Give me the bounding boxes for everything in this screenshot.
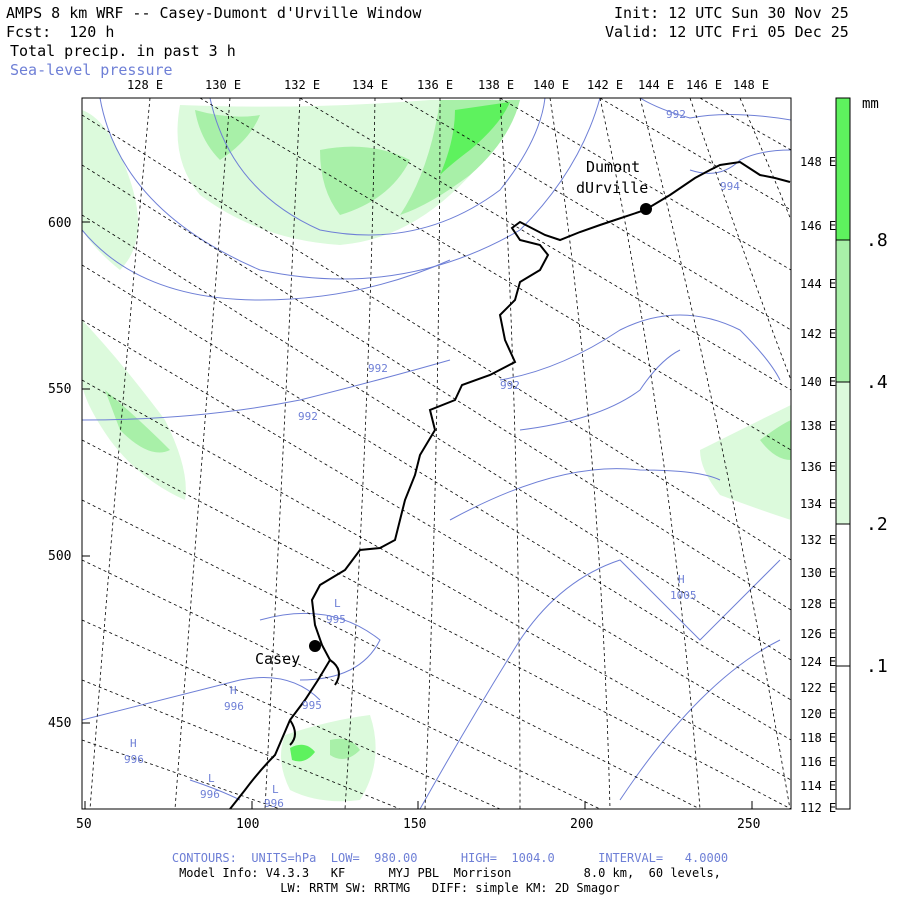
station-name: dUrville	[576, 179, 648, 197]
colorbar-segment-light	[836, 382, 850, 524]
map-title: AMPS 8 km WRF -- Casey-Dumont d'Urville …	[6, 4, 422, 22]
station-dumont-durville: Dumont dUrville	[576, 158, 652, 215]
bottom-axis-labels: 50 100 150 200 250	[76, 817, 760, 832]
pressure-label: 992	[368, 362, 388, 375]
top-lon-label: 128 E	[127, 78, 163, 92]
plot-frame	[81, 97, 792, 810]
top-lon-label: 146 E	[686, 78, 722, 92]
pressure-label: H	[678, 573, 685, 586]
top-lon-label: 134 E	[352, 78, 388, 92]
right-lon-label: 142 E	[800, 327, 836, 341]
physics-info: LW: RRTM SW: RRTMG DIFF: simple KM: 2D S…	[280, 881, 620, 895]
colorbar-segment-dark	[836, 98, 850, 240]
right-lon-label: 126 E	[800, 627, 836, 641]
precip-shading	[82, 100, 791, 802]
pressure-label: 995	[302, 699, 322, 712]
pressure-label: 992	[500, 379, 520, 392]
pressure-contours	[82, 98, 791, 809]
right-lon-label: 122 E	[800, 681, 836, 695]
colorbar-level: .4	[866, 372, 888, 393]
right-lon-label: 148 E	[800, 155, 836, 169]
colorbar-segment-mid	[836, 240, 850, 382]
pressure-label: H	[230, 684, 237, 697]
right-lon-label: 136 E	[800, 460, 836, 474]
right-lon-label: 144 E	[800, 277, 836, 291]
top-lon-label: 144 E	[638, 78, 674, 92]
pressure-label: L	[334, 597, 341, 610]
pressure-label: L	[208, 772, 215, 785]
bottom-axis-label: 150	[403, 817, 426, 832]
left-axis-label: 600	[48, 216, 71, 231]
station-name: Casey	[255, 650, 300, 668]
right-lon-label: 116 E	[800, 755, 836, 769]
bottom-axis-label: 200	[570, 817, 593, 832]
pressure-label: 996	[200, 788, 220, 801]
bottom-axis-label: 100	[236, 817, 259, 832]
station-casey: Casey	[255, 640, 321, 668]
right-lon-label: 112 E	[800, 801, 836, 815]
precip-colorbar: mm .8 .4 .2 .1	[835, 96, 888, 810]
coastline	[229, 160, 791, 809]
top-lon-label: 130 E	[205, 78, 241, 92]
colorbar-segment-faint	[836, 524, 850, 666]
top-lon-label: 148 E	[733, 78, 769, 92]
left-axis-label: 450	[48, 716, 71, 731]
right-lon-label: 134 E	[800, 497, 836, 511]
right-lon-label: 130 E	[800, 566, 836, 580]
pressure-label: 994	[720, 180, 740, 193]
pressure-label: H	[130, 737, 137, 750]
init-time: Init: 12 UTC Sun 30 Nov 25	[614, 4, 849, 22]
pressure-label: 996	[264, 797, 284, 810]
top-lon-label: 138 E	[478, 78, 514, 92]
pressure-label: 992	[298, 410, 318, 423]
right-lon-label: 120 E	[800, 707, 836, 721]
left-axis-label: 550	[48, 382, 71, 397]
pressure-label: 996	[124, 753, 144, 766]
left-axis-ticks	[82, 221, 753, 809]
top-lon-label: 140 E	[533, 78, 569, 92]
pressure-label: 992	[666, 108, 686, 121]
right-lon-label: 124 E	[800, 655, 836, 669]
colorbar-unit: mm	[862, 96, 879, 112]
right-lon-label: 114 E	[800, 779, 836, 793]
colorbar-segment-white	[836, 666, 850, 809]
top-lon-label: 132 E	[284, 78, 320, 92]
right-lon-label: 140 E	[800, 375, 836, 389]
right-lon-label: 146 E	[800, 219, 836, 233]
model-info: Model Info: V4.3.3 KF MYJ PBL Morrison 8…	[179, 866, 721, 880]
right-lon-label: 138 E	[800, 419, 836, 433]
colorbar-level: .1	[866, 656, 888, 677]
station-marker-icon	[309, 640, 321, 652]
right-lon-label: 128 E	[800, 597, 836, 611]
contour-field-label: Sea-level pressure	[10, 61, 173, 79]
field-description: Total precip. in past 3 h	[10, 42, 236, 60]
latlon-grid	[82, 98, 791, 809]
top-lon-label: 142 E	[587, 78, 623, 92]
forecast-hour: Fcst: 120 h	[6, 23, 115, 41]
bottom-axis-label: 50	[76, 817, 92, 832]
pressure-label: L	[272, 783, 279, 796]
contour-info: CONTOURS: UNITS=hPa LOW= 980.00 HIGH= 10…	[171, 851, 729, 865]
top-lon-labels: 128 E 130 E 132 E 134 E 136 E 138 E 140 …	[127, 78, 769, 92]
left-axis-labels: 600 550 500 450	[48, 216, 71, 731]
station-marker-icon	[640, 203, 652, 215]
right-lon-labels: 148 E 146 E 144 E 142 E 140 E 138 E 136 …	[800, 155, 836, 815]
pressure-label: 1005	[670, 589, 697, 602]
top-lon-label: 136 E	[417, 78, 453, 92]
left-axis-label: 500	[48, 549, 71, 564]
station-name: Dumont	[586, 158, 640, 176]
right-lon-label: 118 E	[800, 731, 836, 745]
valid-time: Valid: 12 UTC Fri 05 Dec 25	[605, 23, 849, 41]
pressure-label: 995	[326, 613, 346, 626]
pressure-label: 996	[224, 700, 244, 713]
colorbar-level: .8	[866, 230, 888, 251]
bottom-axis-label: 250	[737, 817, 760, 832]
colorbar-level: .2	[866, 514, 888, 535]
pressure-labels: 992 994 992 992 992 L 995 H 996 995 H 99…	[124, 108, 740, 810]
right-lon-label: 132 E	[800, 533, 836, 547]
